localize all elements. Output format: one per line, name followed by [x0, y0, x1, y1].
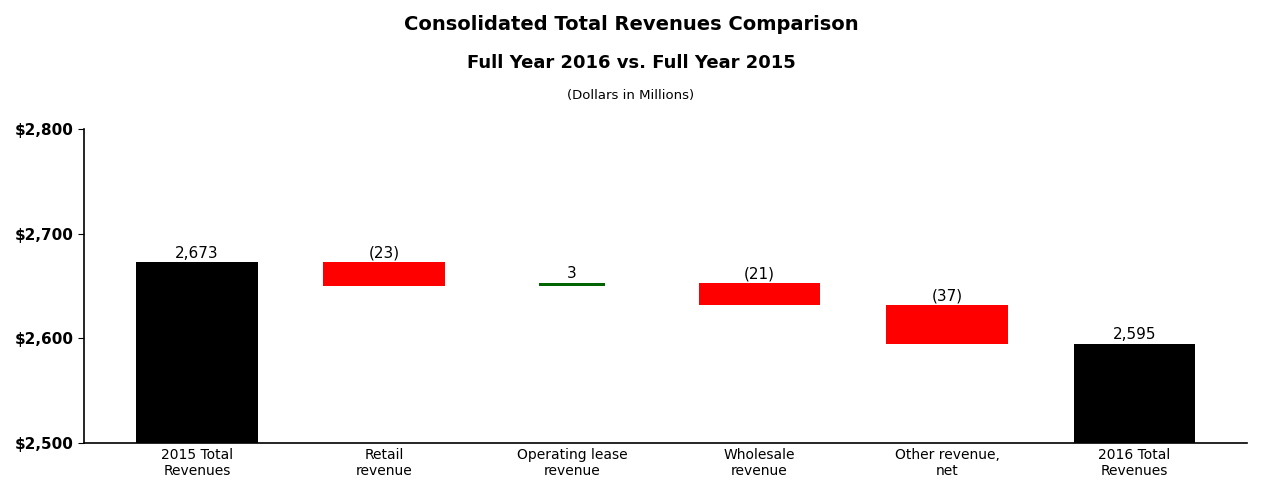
Bar [886, 305, 1008, 344]
Bar [1074, 344, 1195, 443]
Text: Consolidated Total Revenues Comparison: Consolidated Total Revenues Comparison [404, 15, 858, 34]
Bar [136, 262, 257, 443]
Text: 3: 3 [567, 267, 577, 282]
Text: (37): (37) [931, 288, 963, 303]
Bar [539, 283, 604, 286]
Bar [699, 283, 820, 305]
Text: (23): (23) [369, 246, 400, 261]
Bar [323, 262, 445, 286]
Text: (Dollars in Millions): (Dollars in Millions) [568, 89, 694, 102]
Text: (21): (21) [745, 267, 775, 282]
Text: Full Year 2016 vs. Full Year 2015: Full Year 2016 vs. Full Year 2015 [467, 54, 795, 72]
Text: 2,673: 2,673 [175, 246, 218, 261]
Text: 2,595: 2,595 [1113, 327, 1156, 342]
